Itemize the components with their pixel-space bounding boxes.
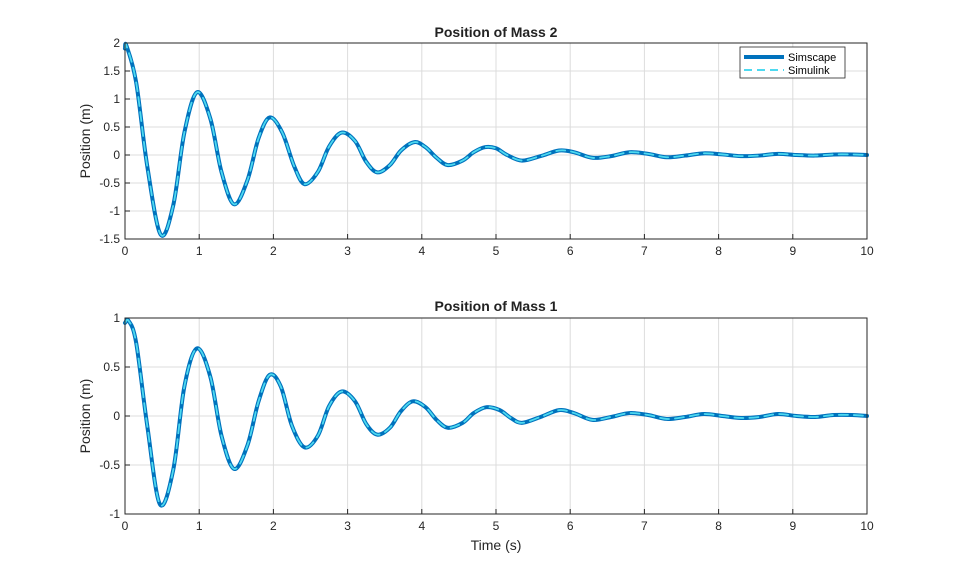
series-line-simulink (124, 318, 868, 507)
axes-mass-1: 0 1 2 3 4 5 6 7 8 9 10 -1 -0.5 0 0.5 1 Position of Mass… (77, 298, 874, 553)
tick-labels: 0 1 2 3 4 5 6 7 8 9 10 -1 -0.5 0 0.5 1 (99, 311, 874, 533)
x-tick-label: 3 (344, 519, 351, 533)
x-tick-label: 2 (270, 244, 277, 258)
chart-title: Position of Mass 2 (435, 24, 558, 40)
x-tick-label: 1 (196, 519, 203, 533)
legend: Simscape Simulink (739, 46, 846, 79)
x-tick-label: 10 (860, 244, 874, 258)
y-tick-label: 0 (113, 148, 120, 162)
y-tick-label: 0 (113, 409, 120, 423)
x-tick-label: 6 (567, 244, 574, 258)
tick-labels: 0 1 2 3 4 5 6 7 8 9 10 -1.5 -1 -0.5 0 0.5 1 1.5 2 (99, 36, 874, 258)
x-tick-label: 6 (567, 519, 574, 533)
x-tick-label: 8 (715, 244, 722, 258)
x-tick-label: 1 (196, 244, 203, 258)
x-tick-label: 0 (122, 244, 129, 258)
x-tick-label: 4 (418, 244, 425, 258)
series-layer (123, 317, 869, 508)
chart-title: Position of Mass 1 (435, 298, 558, 314)
series-line-simulink (124, 42, 868, 237)
y-tick-label: -0.5 (99, 176, 120, 190)
y-axis-label: Position (m) (77, 104, 93, 179)
y-tick-label: 0.5 (103, 360, 120, 374)
x-tick-label: 9 (789, 519, 796, 533)
x-tick-label: 7 (641, 244, 648, 258)
legend-label-simscape: Simscape (788, 52, 836, 64)
y-tick-label: 0.5 (103, 120, 120, 134)
y-tick-label: -1.5 (99, 232, 120, 246)
x-tick-label: 0 (122, 519, 129, 533)
y-tick-label: -0.5 (99, 458, 120, 472)
legend-label-simulink: Simulink (788, 65, 830, 77)
y-tick-label: -1 (109, 204, 120, 218)
x-axis-label: Time (s) (471, 537, 522, 553)
y-tick-label: 2 (113, 36, 120, 50)
x-tick-label: 10 (860, 519, 874, 533)
legend-box (739, 46, 846, 79)
x-tick-label: 5 (493, 519, 500, 533)
x-tick-label: 8 (715, 519, 722, 533)
x-tick-label: 4 (418, 519, 425, 533)
series-layer (123, 41, 869, 238)
y-tick-label: -1 (109, 507, 120, 521)
y-axis-label: Position (m) (77, 379, 93, 454)
x-tick-label: 3 (344, 244, 351, 258)
x-tick-label: 7 (641, 519, 648, 533)
y-tick-label: 1.5 (103, 64, 120, 78)
x-tick-label: 2 (270, 519, 277, 533)
x-tick-label: 5 (493, 244, 500, 258)
x-tick-label: 9 (789, 244, 796, 258)
axes-mass-2: 0 1 2 3 4 5 6 7 8 9 10 -1.5 -1 -0.5 0 0.5 1 1.5 2 Position… (77, 24, 874, 258)
y-tick-label: 1 (113, 311, 120, 325)
y-tick-label: 1 (113, 92, 120, 106)
